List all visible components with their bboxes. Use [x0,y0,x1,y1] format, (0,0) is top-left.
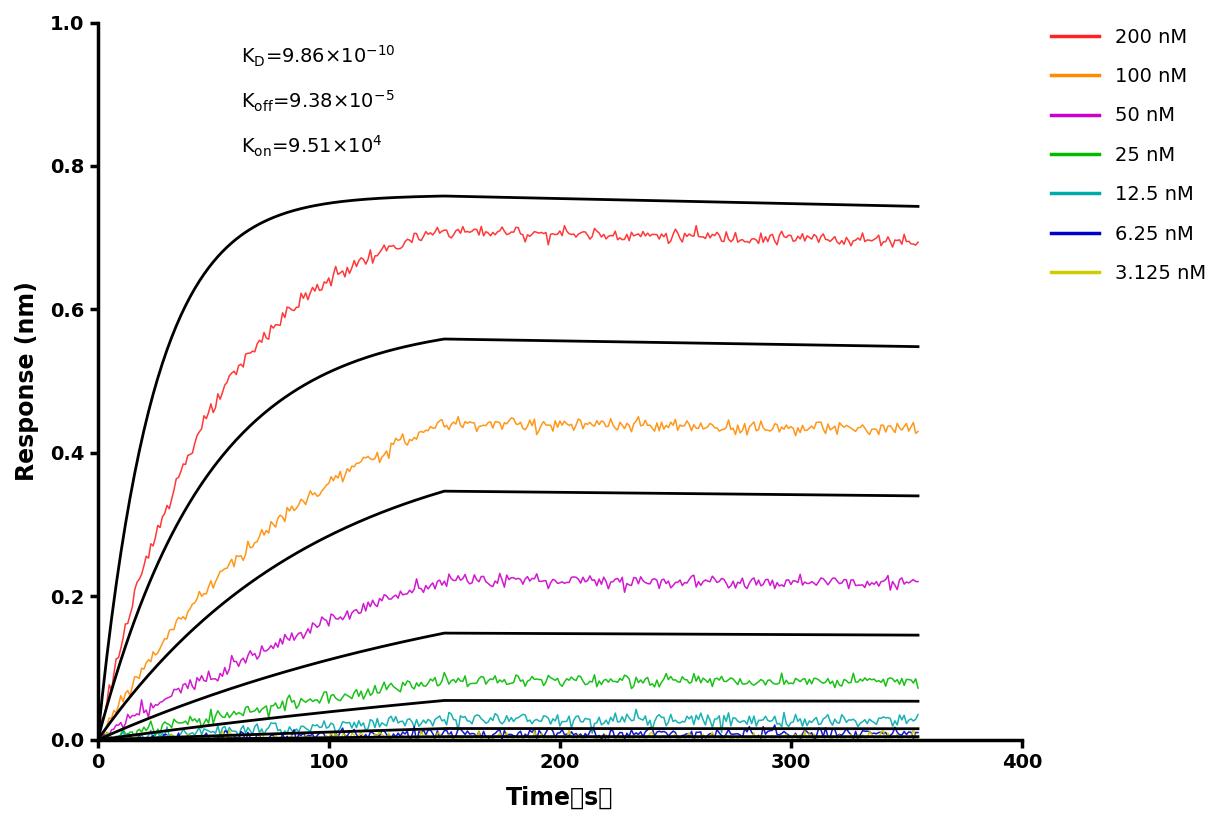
Y-axis label: Response (nm): Response (nm) [15,281,39,481]
Text: $\mathrm{K_D}$=9.86×10$^{-10}$
$\mathrm{K_{off}}$=9.38×10$^{-5}$
$\mathrm{K_{on}: $\mathrm{K_D}$=9.86×10$^{-10}$ $\mathrm{… [241,44,395,159]
Legend: 200 nM, 100 nM, 50 nM, 25 nM, 12.5 nM, 6.25 nM, 3.125 nM: 200 nM, 100 nM, 50 nM, 25 nM, 12.5 nM, 6… [1041,18,1216,293]
X-axis label: Time（s）: Time（s） [506,786,613,810]
